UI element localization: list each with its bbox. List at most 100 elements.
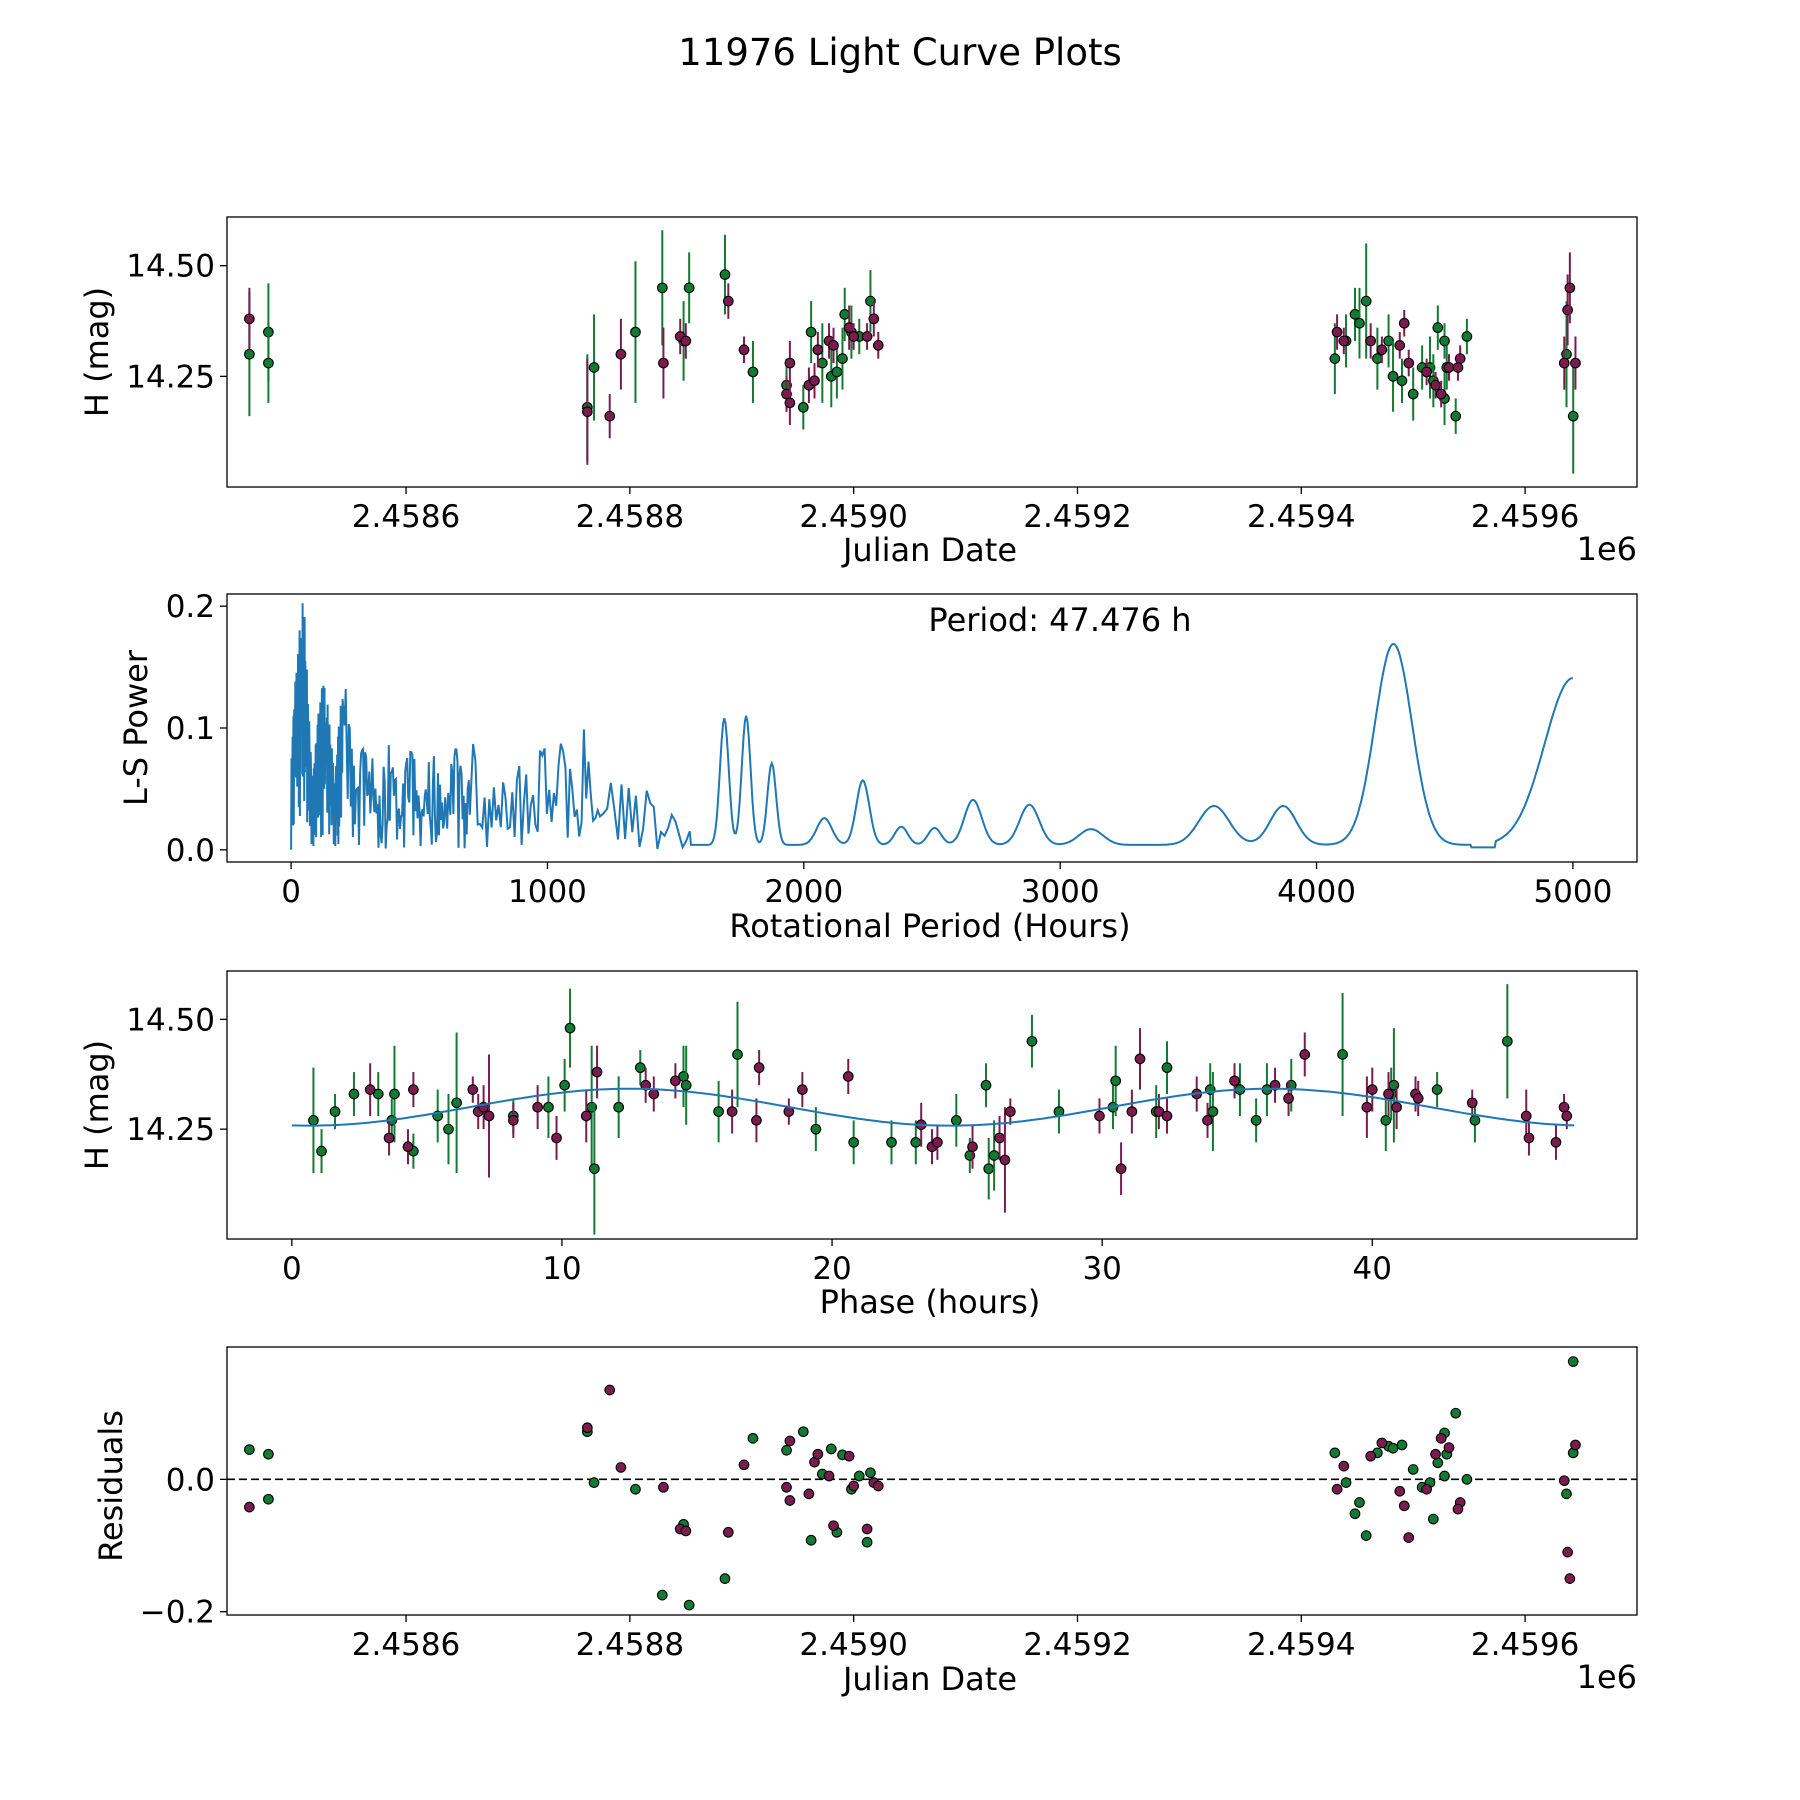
data-point (1564, 282, 1576, 294)
data-point (753, 1062, 765, 1074)
y-axis-label: H (mag) (78, 1040, 116, 1170)
data-point (348, 1088, 360, 1100)
data-point (719, 1573, 731, 1584)
data-point (828, 1520, 839, 1532)
data-point (680, 1079, 692, 1091)
x-axis-label: Phase (hours) (820, 1283, 1041, 1321)
panel-frame (226, 216, 1638, 488)
data-point (967, 1141, 978, 1153)
data-point (1523, 1132, 1535, 1144)
data-point (950, 1115, 962, 1126)
data-point (719, 269, 731, 280)
data-point (781, 1481, 792, 1493)
data-point (1365, 335, 1377, 347)
data-point (784, 397, 796, 409)
data-point (848, 1136, 860, 1148)
x-tick-label: 3000 (1021, 874, 1100, 910)
x-tick-label: 1000 (508, 874, 587, 910)
data-point (816, 357, 828, 369)
data-point (999, 1154, 1011, 1166)
data-point (1394, 340, 1406, 351)
data-point (1407, 388, 1419, 400)
data-point (738, 1459, 750, 1471)
y-tick-label: 0.0 (166, 833, 215, 869)
data-point (389, 1088, 400, 1100)
y-tick-label: 14.25 (126, 1112, 215, 1148)
data-point (308, 1115, 319, 1126)
data-point (1403, 1532, 1415, 1543)
data-point (825, 1443, 837, 1455)
data-point (467, 1084, 479, 1095)
data-point (980, 1079, 992, 1091)
panel-jd-lightcurve: 2.4586 2.4588 2.4590 2.4592 2.4594 2.4596 14.2… (78, 216, 1638, 569)
x-tick-label: 2.4586 (352, 499, 460, 535)
data-point (1229, 1075, 1240, 1087)
data-point (1161, 1062, 1173, 1074)
data-point (1561, 1110, 1573, 1122)
data-point (853, 1470, 865, 1482)
data-point (683, 1599, 695, 1611)
data-point (831, 366, 843, 378)
data-point (1430, 1448, 1441, 1460)
data-point (364, 1084, 376, 1095)
data-point (812, 344, 824, 356)
x-axis-label: Rotational Period (Hours) (729, 907, 1130, 945)
panel-periodogram: 0 1000 2000 3000 4000 5000 0.0 0.1 0.2 Period: 4… (117, 589, 1638, 945)
x-axis-label: Julian Date (841, 1660, 1017, 1698)
data-point (910, 1136, 922, 1148)
x-tick-label: 10 (542, 1251, 581, 1287)
data-point (658, 357, 669, 369)
x-tick-label: 2.4592 (1023, 499, 1131, 535)
data-point (843, 1450, 855, 1462)
x-tick-label: 2.4594 (1247, 1627, 1355, 1663)
data-point (680, 335, 692, 347)
data-point (988, 1150, 1000, 1161)
x-tick-label: 20 (812, 1251, 851, 1287)
x-tick-label: 2.4596 (1471, 499, 1579, 535)
data-point (784, 357, 796, 369)
data-point (1329, 353, 1341, 364)
data-point (604, 410, 616, 422)
data-point (564, 1022, 576, 1034)
data-point (1398, 1500, 1410, 1512)
data-point (658, 1481, 669, 1493)
y-axis-label: Residuals (92, 1410, 130, 1562)
data-point (839, 309, 851, 320)
data-point (1403, 357, 1415, 369)
y-tick-label: 14.50 (126, 249, 215, 285)
data-point (263, 1448, 274, 1460)
x-tick-label: 2.4586 (352, 1627, 460, 1663)
data-point (1432, 322, 1444, 334)
y-tick-label: 14.50 (126, 1002, 215, 1038)
data-point (1134, 1053, 1146, 1065)
x-axis-label: Julian Date (841, 531, 1017, 569)
data-point (805, 1534, 817, 1546)
x-tick-label: 30 (1082, 1251, 1121, 1287)
data-point (994, 1132, 1005, 1144)
data-point (1365, 1450, 1377, 1462)
x-tick-label: 2.4592 (1023, 1627, 1131, 1663)
data-point (1329, 1447, 1341, 1459)
data-point (751, 1115, 762, 1126)
data-point (726, 1106, 738, 1117)
data-point (1376, 1437, 1388, 1449)
data-point (1450, 1407, 1462, 1419)
data-point (680, 1525, 692, 1537)
data-point (861, 1536, 873, 1548)
data-point (842, 1071, 854, 1082)
data-point (1501, 1035, 1513, 1047)
data-point (805, 326, 817, 338)
x-tick-label: 0 (282, 1251, 302, 1287)
data-point (1421, 1483, 1432, 1495)
data-point (1331, 1483, 1343, 1495)
data-point (1337, 1049, 1348, 1060)
data-point (581, 406, 593, 418)
data-point (263, 357, 274, 369)
x-offset-label: 1e6 (1577, 1658, 1637, 1696)
data-point (1126, 1106, 1138, 1117)
data-point (1520, 1110, 1532, 1122)
data-point (732, 1049, 743, 1060)
data-point (532, 1101, 543, 1113)
data-point (1283, 1093, 1294, 1104)
data-point (872, 1480, 884, 1492)
